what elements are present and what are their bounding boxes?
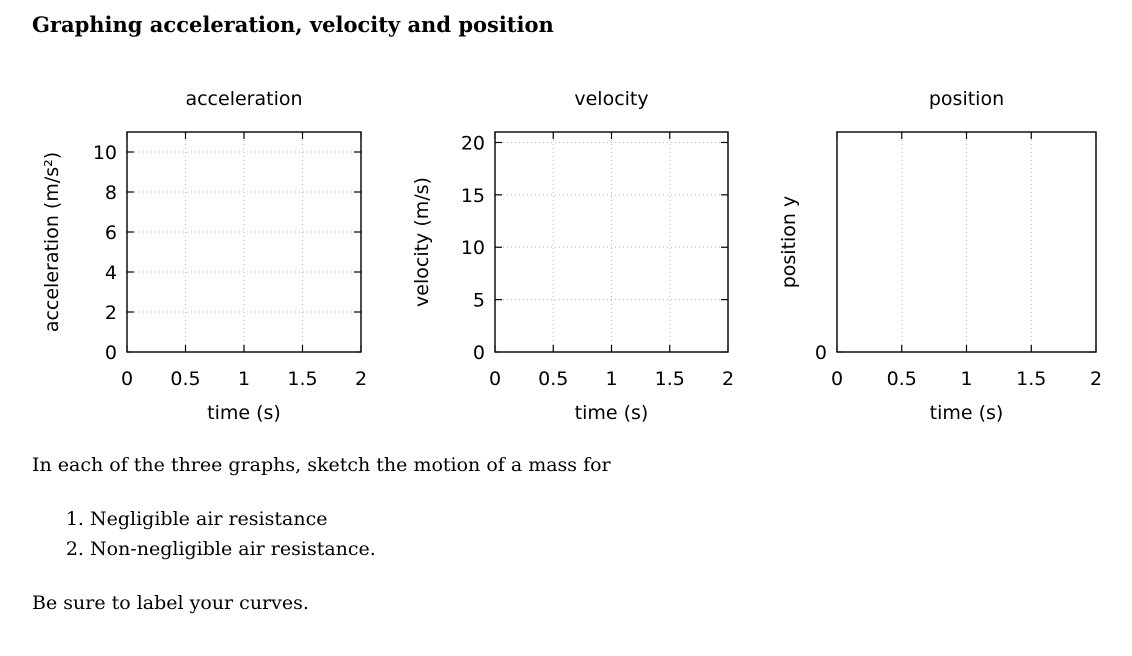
- instructions-item-1: Negligible air resistance: [90, 504, 1092, 534]
- x-tick-label: 1: [238, 368, 250, 390]
- y-tick-label: 8: [105, 182, 117, 204]
- instructions-outro: Be sure to label your curves.: [32, 592, 309, 614]
- chart-acceleration: 0 0.5 1 1.5 2 0 2 4 6 8 10 acceleration time (s) acce…: [41, 88, 367, 424]
- y-tick-label: 4: [105, 262, 117, 284]
- chart-title: acceleration: [185, 88, 302, 110]
- y-tick-label: 0: [473, 342, 485, 364]
- x-tick-label: 0.5: [887, 368, 917, 390]
- chart-position: 0 0.5 1 1.5 2 0 position time (s) position y: [778, 88, 1102, 424]
- y-tick-label: 20: [461, 132, 485, 154]
- x-tick-label: 1: [960, 368, 972, 390]
- x-tick-label: 2: [355, 368, 367, 390]
- x-tick-label: 1.5: [1016, 368, 1046, 390]
- x-tick-label: 0.5: [170, 368, 200, 390]
- y-tick-label: 5: [473, 290, 485, 312]
- x-tick-label: 2: [722, 368, 734, 390]
- page-title: Graphing acceleration, velocity and posi…: [32, 12, 554, 37]
- y-axis-label: position y: [778, 196, 800, 289]
- x-tick-label: 0: [831, 368, 843, 390]
- y-tick-label: 10: [461, 237, 485, 259]
- instructions-intro: In each of the three graphs, sketch the …: [32, 454, 611, 476]
- x-tick-label: 2: [1090, 368, 1102, 390]
- x-tick-label: 0: [121, 368, 133, 390]
- chart-title: velocity: [574, 88, 648, 110]
- x-tick-label: 0: [489, 368, 501, 390]
- x-axis-label: time (s): [930, 402, 1004, 424]
- y-tick-label: 0: [815, 342, 827, 364]
- y-axis-label: acceleration (m/s²): [41, 152, 63, 332]
- y-tick-label: 6: [105, 222, 117, 244]
- instructions: In each of the three graphs, sketch the …: [32, 450, 1092, 618]
- y-tick-label: 2: [105, 302, 117, 324]
- x-tick-label: 1.5: [287, 368, 317, 390]
- chart-title: position: [929, 88, 1004, 110]
- x-tick-label: 1: [605, 368, 617, 390]
- x-axis-label: time (s): [575, 402, 649, 424]
- x-tick-label: 0.5: [538, 368, 568, 390]
- y-tick-label: 15: [461, 185, 485, 207]
- x-tick-label: 1.5: [655, 368, 685, 390]
- y-tick-label: 0: [105, 342, 117, 364]
- x-axis-label: time (s): [207, 402, 281, 424]
- instructions-item-2: Non-negligible air resistance.: [90, 534, 1092, 564]
- y-tick-label: 10: [93, 142, 117, 164]
- y-axis-label: velocity (m/s): [411, 177, 433, 307]
- instructions-list: Negligible air resistance Non-negligible…: [32, 504, 1092, 564]
